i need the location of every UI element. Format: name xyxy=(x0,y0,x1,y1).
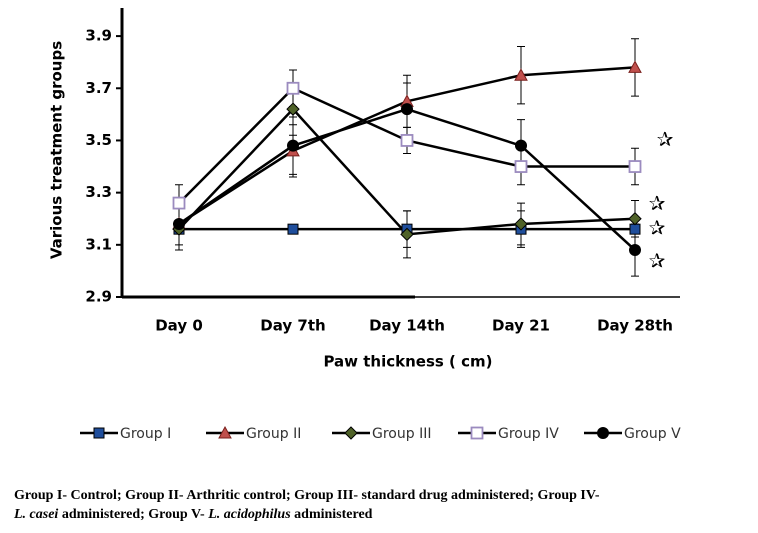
legend-text: Group I xyxy=(120,426,171,442)
data-point xyxy=(514,160,528,173)
data-point xyxy=(400,134,414,147)
y-axis-label: Various treatment groups xyxy=(48,41,66,259)
caption-text: L. acidophilus xyxy=(208,507,291,522)
legend-marker xyxy=(597,427,609,439)
data-point xyxy=(400,227,414,242)
data-point xyxy=(629,244,641,257)
caption-text: Group I- Control; Group II- Arthritic co… xyxy=(14,488,600,503)
data-point xyxy=(286,102,300,116)
y-tick-label: 3.3 xyxy=(85,183,112,201)
data-point xyxy=(401,103,413,116)
chart: Paw thickness ( cm) Various treatment gr… xyxy=(48,8,681,442)
y-tick-label: 2.9 xyxy=(85,288,112,306)
data-point xyxy=(515,139,527,152)
x-tick-label: Day 21 xyxy=(492,317,550,335)
data-point xyxy=(628,212,642,226)
data-point xyxy=(172,196,186,210)
caption-text: administered; Group V- xyxy=(58,507,209,522)
legend-text: Group V xyxy=(624,426,681,442)
caption-text: L. casei xyxy=(14,507,59,522)
data-point xyxy=(287,223,299,235)
legend-text: Group III xyxy=(372,426,431,442)
legend-marker xyxy=(218,425,232,439)
significance-mark: ✰ xyxy=(649,191,666,215)
legend-marker xyxy=(93,427,105,439)
x-tick-label: Day 7th xyxy=(260,317,325,335)
caption: Group I- Control; Group II- Arthritic co… xyxy=(14,486,754,524)
data-point xyxy=(287,139,299,152)
y-tick-label: 3.9 xyxy=(85,27,112,45)
data-point xyxy=(628,60,642,73)
data-point xyxy=(628,160,642,173)
legend-marker xyxy=(344,426,358,440)
significance-mark: ✰ xyxy=(649,249,666,273)
legend-marker xyxy=(470,426,484,440)
caption-text: administered xyxy=(290,507,373,522)
data-point xyxy=(514,68,528,81)
significance-mark: ✰ xyxy=(657,127,674,151)
x-tick-label: Day 0 xyxy=(155,317,203,335)
data-point xyxy=(629,223,641,235)
y-tick-label: 3.1 xyxy=(85,235,112,253)
y-tick-label: 3.7 xyxy=(85,79,112,97)
x-tick-label: Day 28th xyxy=(597,317,673,335)
data-point xyxy=(286,81,300,95)
significance-mark: ✰ xyxy=(649,216,666,240)
data-point xyxy=(514,217,528,231)
x-tick-label: Day 14th xyxy=(369,317,445,335)
x-axis-label: Paw thickness ( cm) xyxy=(323,353,492,371)
y-tick-label: 3.5 xyxy=(85,131,112,149)
data-point xyxy=(173,217,185,230)
legend-text: Group II xyxy=(246,426,301,442)
legend-text: Group IV xyxy=(498,426,559,442)
